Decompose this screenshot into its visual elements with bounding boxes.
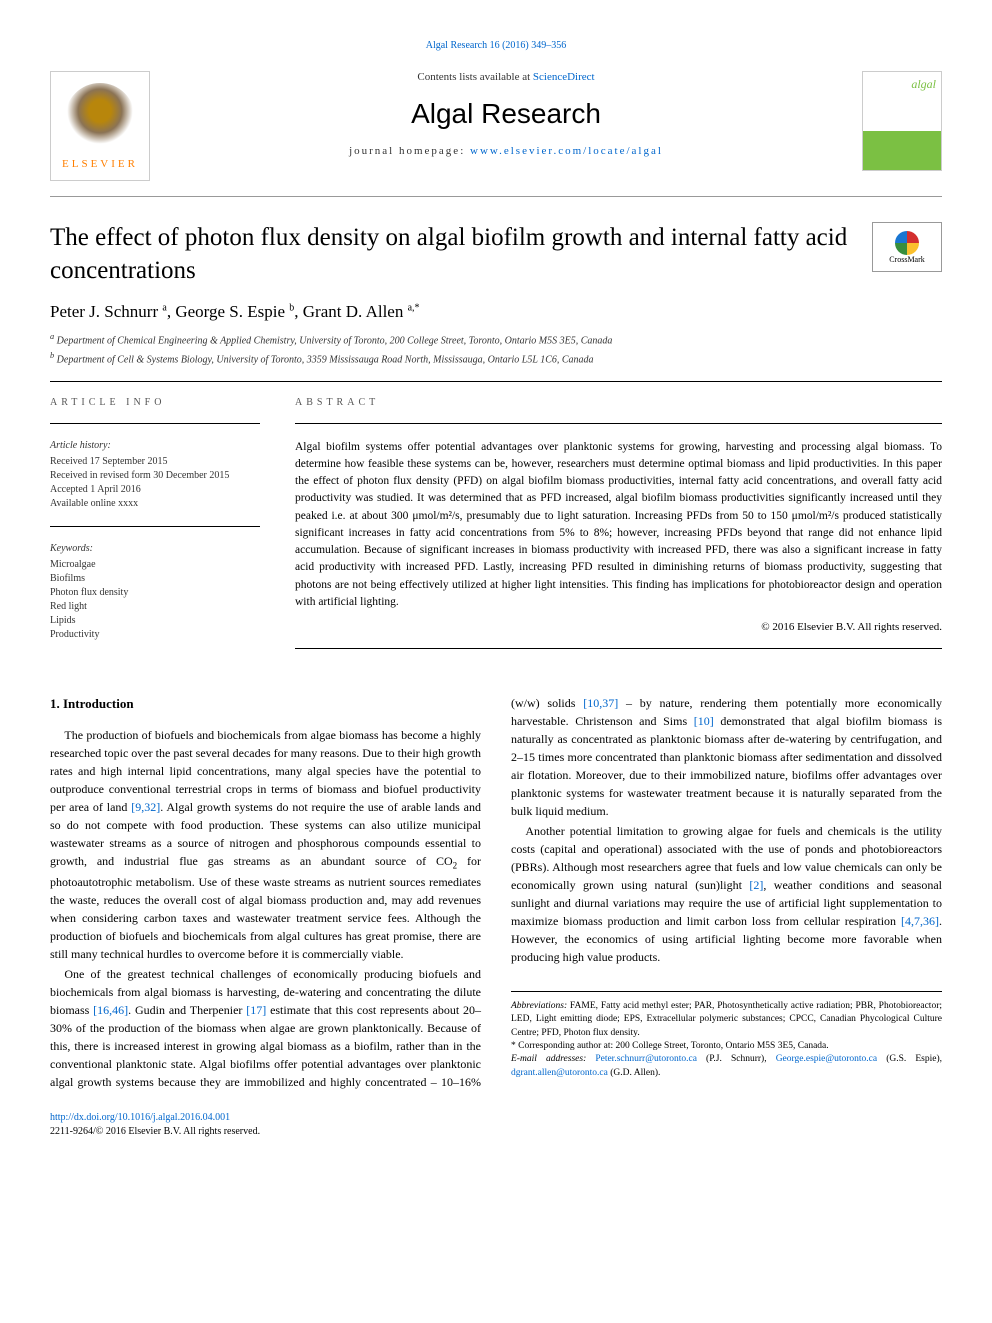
email-link[interactable]: dgrant.allen@utoronto.ca [511,1068,608,1078]
elsevier-label: ELSEVIER [62,158,138,170]
doi-link[interactable]: http://dx.doi.org/10.1016/j.algal.2016.0… [50,1112,230,1123]
journal-cover-thumbnail [862,71,942,171]
keyword: Productivity [50,628,260,642]
citation-link[interactable]: [17] [246,1003,266,1017]
citation-link[interactable]: [10] [694,714,714,728]
keyword: Biofilms [50,572,260,586]
article-history-block: Article history: Received 17 September 2… [50,439,260,511]
info-abstract-row: article info Article history: Received 1… [50,397,942,665]
email-link[interactable]: George.espie@utoronto.ca [776,1054,877,1064]
body-paragraph: Another potential limitation to growing … [511,822,942,966]
citation-link[interactable]: [16,46] [93,1003,128,1017]
corresponding-author-note: * Corresponding author at: 200 College S… [511,1040,942,1053]
article-title-row: The effect of photon flux density on alg… [50,222,942,287]
author-2: George S. Espie b [175,302,294,321]
keyword: Microalgae [50,558,260,572]
journal-header-row: ELSEVIER Contents lists available at Sci… [50,71,942,197]
abstract-copyright: © 2016 Elsevier B.V. All rights reserved… [295,621,942,633]
divider [50,526,260,527]
keyword: Photon flux density [50,586,260,600]
journal-title: Algal Research [170,98,842,130]
abstract-text: Algal biofilm systems offer potential ad… [295,439,942,612]
author-1: Peter J. Schnurr a [50,302,167,321]
crossmark-icon [895,231,919,255]
body-columns: 1. Introduction The production of biofue… [50,694,942,1090]
footnotes-block: Abbreviations: FAME, Fatty acid methyl e… [511,991,942,1080]
article-title: The effect of photon flux density on alg… [50,222,852,287]
affiliation-b: b Department of Cell & Systems Biology, … [50,351,942,365]
citation-header: Algal Research 16 (2016) 349–356 [50,40,942,51]
journal-homepage-line: journal homepage: www.elsevier.com/locat… [170,145,842,157]
article-info-heading: article info [50,397,260,408]
abbreviations-note: Abbreviations: FAME, Fatty acid methyl e… [511,1000,942,1040]
citation-link[interactable]: [10,37] [583,696,618,710]
history-item: Available online xxxx [50,497,260,511]
section-heading-intro: 1. Introduction [50,694,481,714]
contents-available-line: Contents lists available at ScienceDirec… [170,71,842,83]
affiliation-a: a Department of Chemical Engineering & A… [50,332,942,346]
keyword: Red light [50,600,260,614]
abstract-heading: abstract [295,397,942,408]
history-item: Received 17 September 2015 [50,455,260,469]
keywords-label: Keywords: [50,542,260,556]
author-3: Grant D. Allen a,* [303,302,420,321]
journal-homepage-link[interactable]: www.elsevier.com/locate/algal [470,145,663,157]
sciencedirect-link[interactable]: ScienceDirect [533,71,595,83]
divider [295,648,942,649]
citation-link[interactable]: [4,7,36] [901,914,939,928]
page-footer: http://dx.doi.org/10.1016/j.algal.2016.0… [50,1111,942,1139]
citation-link[interactable]: [9,32] [131,800,160,814]
abstract-column: abstract Algal biofilm systems offer pot… [295,397,942,665]
divider [295,423,942,424]
citation-link[interactable]: [2] [749,878,763,892]
keyword: Lipids [50,614,260,628]
crossmark-badge[interactable]: CrossMark [872,222,942,272]
article-info-column: article info Article history: Received 1… [50,397,260,665]
authors-line: Peter J. Schnurr a, George S. Espie b, G… [50,302,942,322]
history-label: Article history: [50,439,260,453]
divider [50,423,260,424]
body-paragraph: The production of biofuels and biochemic… [50,726,481,963]
history-item: Received in revised form 30 December 201… [50,469,260,483]
journal-center-block: Contents lists available at ScienceDirec… [170,71,842,157]
elsevier-tree-icon [65,83,135,153]
citation-link[interactable]: Algal Research 16 (2016) 349–356 [426,40,567,51]
elsevier-logo: ELSEVIER [50,71,150,181]
divider [50,381,942,382]
email-link[interactable]: Peter.schnurr@utoronto.ca [595,1054,697,1064]
crossmark-label: CrossMark [889,255,925,264]
issn-copyright: 2211-9264/© 2016 Elsevier B.V. All right… [50,1126,260,1137]
history-item: Accepted 1 April 2016 [50,483,260,497]
keywords-block: Keywords: Microalgae Biofilms Photon flu… [50,542,260,642]
email-addresses-note: E-mail addresses: Peter.schnurr@utoronto… [511,1053,942,1080]
